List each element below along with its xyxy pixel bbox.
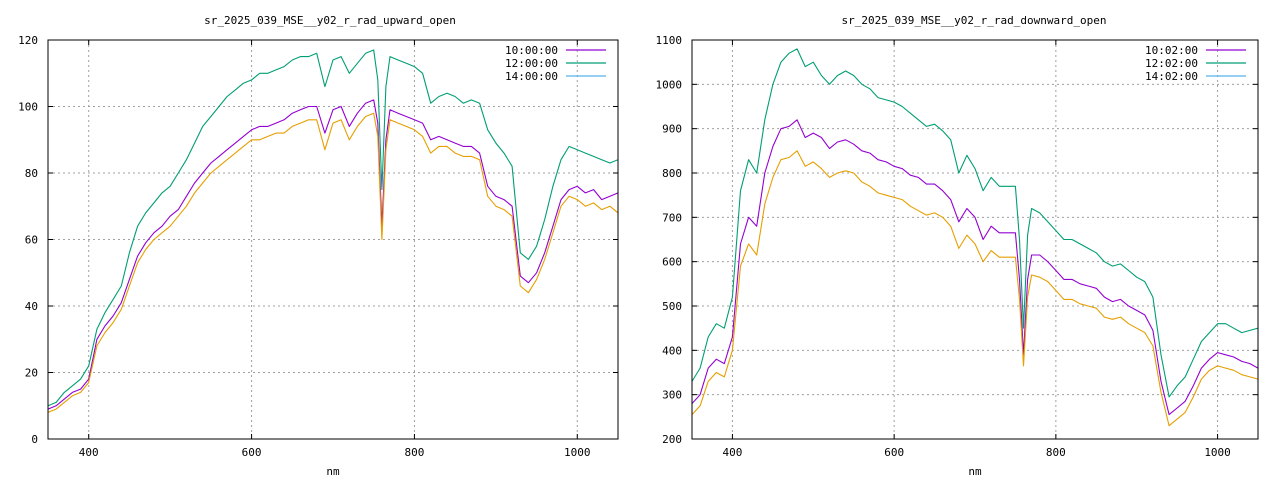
chart-1: sr_2025_039_MSE__y02_r_rad_upward_open 0 2… [18, 14, 619, 478]
plot-frame [47, 39, 619, 440]
x-tick-label: 400 [722, 446, 742, 459]
y-tick-label: 0 [31, 433, 38, 446]
series-line-1 [48, 99, 618, 410]
series-line-3 [692, 150, 1258, 427]
y-tick-label: 1100 [656, 34, 683, 47]
series-line-2 [48, 49, 618, 407]
y-tick-label: 120 [18, 34, 38, 47]
y-tick-label: 200 [662, 433, 682, 446]
y-tick-label: 700 [662, 211, 682, 224]
y-tick-label: 100 [18, 101, 38, 114]
chart-title: sr_2025_039_MSE__y02_r_rad_upward_open [204, 14, 456, 27]
x-tick-label: 1000 [1204, 446, 1231, 459]
series-line-1 [692, 119, 1258, 416]
y-tick-label: 20 [25, 367, 38, 380]
series-line-2 [692, 48, 1258, 398]
y-tick-label: 500 [662, 300, 682, 313]
x-axis-label: nm [968, 465, 982, 478]
x-tick-label: 800 [1046, 446, 1066, 459]
y-tick-label: 400 [662, 344, 682, 357]
y-tick-label: 1000 [656, 78, 683, 91]
y-tick-label: 900 [662, 123, 682, 136]
x-tick-label: 400 [79, 446, 99, 459]
y-tick-label: 800 [662, 167, 682, 180]
legend-label: 10:00:00 [505, 44, 558, 57]
y-tick-label: 80 [25, 167, 38, 180]
legend-label: 12:02:00 [1145, 57, 1198, 70]
legend-label: 12:00:00 [505, 57, 558, 70]
series-line-3 [48, 112, 618, 413]
x-tick-label: 600 [884, 446, 904, 459]
chart-title: sr_2025_039_MSE__y02_r_rad_downward_open [842, 14, 1107, 27]
legend-label: 14:02:00 [1145, 70, 1198, 83]
x-tick-label: 1000 [564, 446, 591, 459]
x-axis-label: nm [326, 465, 340, 478]
y-tick-label: 60 [25, 234, 38, 247]
legend-label: 10:02:00 [1145, 44, 1198, 57]
chart-2: sr_2025_039_MSE__y02_r_rad_downward_open… [656, 14, 1259, 478]
legend-label: 14:00:00 [505, 70, 558, 83]
y-tick-label: 40 [25, 300, 38, 313]
x-tick-label: 800 [404, 446, 424, 459]
y-tick-label: 600 [662, 256, 682, 269]
plot-frame [691, 39, 1259, 440]
x-tick-label: 600 [242, 446, 262, 459]
y-tick-label: 300 [662, 389, 682, 402]
